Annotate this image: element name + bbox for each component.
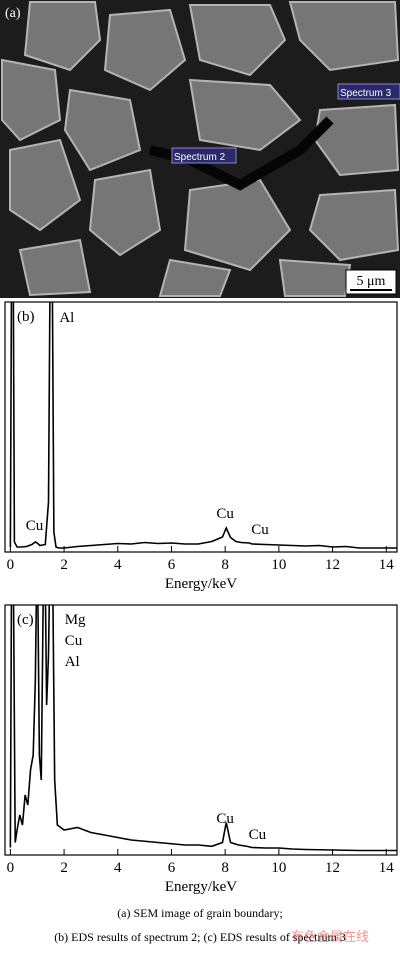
annotation: Cu bbox=[251, 522, 269, 538]
x-tick-label: 12 bbox=[325, 557, 340, 573]
x-tick-label: 10 bbox=[271, 557, 286, 573]
panel-label: (b) bbox=[17, 309, 35, 325]
x-tick-label: 4 bbox=[114, 860, 122, 876]
marker-label: Spectrum 2 bbox=[174, 152, 226, 163]
x-tick-label: 12 bbox=[325, 860, 340, 876]
plot-area bbox=[9, 605, 397, 852]
x-tick-label: 0 bbox=[7, 860, 15, 876]
annotation: Cu bbox=[249, 827, 267, 843]
annotation: Mg bbox=[65, 612, 86, 628]
x-axis-label: Energy/keV bbox=[165, 576, 237, 592]
marker-box bbox=[171, 147, 237, 164]
annotation: Cu bbox=[216, 506, 234, 522]
x-tick-label: 6 bbox=[168, 860, 176, 876]
x-tick-label: 8 bbox=[221, 860, 229, 876]
x-tick-label: 4 bbox=[114, 557, 122, 573]
caption: (b) EDS results of spectrum 2; (c) EDS r… bbox=[54, 930, 346, 944]
x-axis-label: Energy/keV bbox=[165, 879, 237, 895]
x-tick-label: 6 bbox=[168, 557, 176, 573]
panel-label: (a) bbox=[5, 6, 21, 21]
plot-frame bbox=[4, 604, 398, 856]
watermark: 有色金属在线 bbox=[291, 929, 369, 944]
x-tick-label: 10 bbox=[271, 860, 286, 876]
annotation: Cu bbox=[26, 518, 44, 534]
annotation: Al bbox=[59, 310, 74, 326]
plot-frame bbox=[4, 301, 398, 553]
annotation: Cu bbox=[216, 811, 234, 827]
x-tick-label: 8 bbox=[221, 557, 229, 573]
spectrum-line bbox=[9, 302, 397, 549]
annotation: Cu bbox=[65, 633, 83, 649]
panel-label: (c) bbox=[17, 612, 34, 628]
plot-area bbox=[9, 302, 397, 549]
x-tick-label: 0 bbox=[7, 557, 15, 573]
x-tick-label: 14 bbox=[379, 860, 395, 876]
scale-label: 5 μm bbox=[357, 274, 386, 289]
spectrum-line bbox=[9, 605, 397, 852]
sem-image: (a) Spectrum 2 Spectrum 3 5 μm bbox=[0, 0, 400, 298]
marker-label: Spectrum 3 bbox=[340, 88, 392, 99]
annotation: Al bbox=[65, 654, 80, 670]
grains bbox=[1, 0, 400, 297]
marker-box bbox=[337, 83, 400, 100]
caption: (a) SEM image of grain boundary; bbox=[117, 906, 283, 920]
x-tick-label: 2 bbox=[60, 557, 68, 573]
x-tick-label: 14 bbox=[379, 557, 395, 573]
x-tick-label: 2 bbox=[60, 860, 68, 876]
